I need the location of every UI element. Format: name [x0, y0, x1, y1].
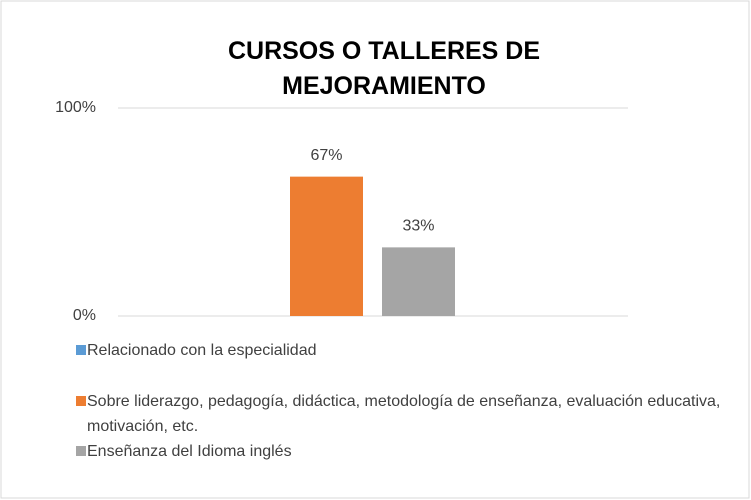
bar: [290, 176, 363, 316]
data-label: 33%: [402, 218, 434, 235]
legend-swatch: [76, 345, 86, 355]
bar: [382, 247, 455, 316]
legend-label: Enseñanza del Idioma inglés: [87, 443, 292, 460]
legend-swatch: [76, 396, 86, 406]
chart-title: CURSOS O TALLERES DE MEJORAMIENTO: [227, 37, 541, 100]
legend-label: Relacionado con la especialidad: [87, 342, 317, 359]
data-label: 67%: [310, 147, 342, 164]
legend-item: Enseñanza del Idioma inglés: [76, 439, 746, 464]
legend: Relacionado con la especialidad Sobre lid…: [76, 338, 746, 464]
legend-swatch: [76, 446, 86, 456]
y-tick-label: 0%: [73, 307, 96, 324]
legend-item: Relacionado con la especialidad: [76, 338, 746, 363]
legend-label: Sobre liderazgo, pedagogía, didáctica, m…: [87, 393, 721, 435]
y-tick-label: 100%: [55, 99, 96, 116]
legend-item: Sobre liderazgo, pedagogía, didáctica, m…: [76, 389, 746, 439]
